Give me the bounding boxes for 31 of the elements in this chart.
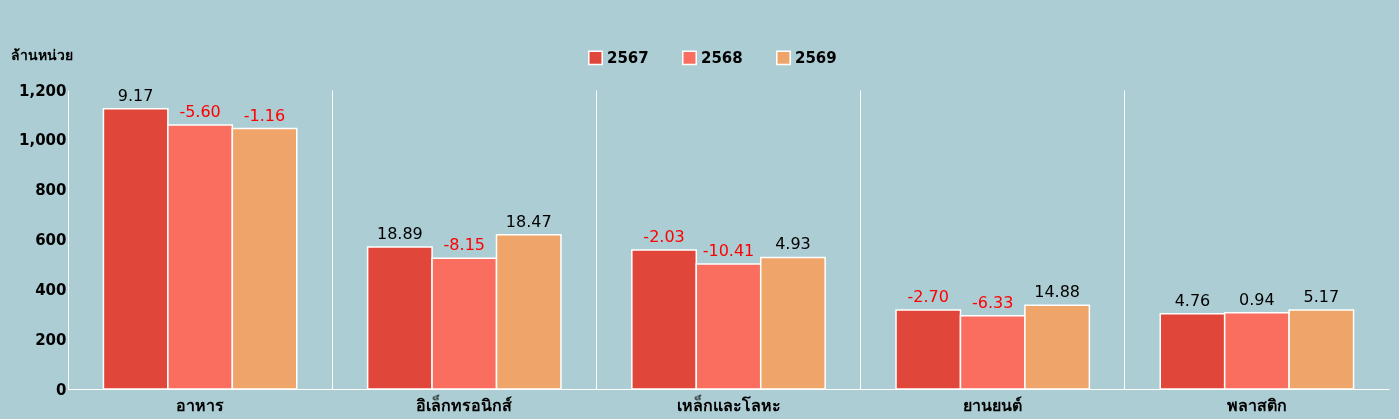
- x-tick-label: ยานยนต์: [963, 395, 1023, 415]
- y-axis-title: ล้านหน่วย: [10, 46, 73, 63]
- y-tick-label: 400: [35, 280, 67, 299]
- legend-label: 2567: [607, 48, 649, 67]
- x-tick-label: อิเล็กทรอนิกส์: [416, 393, 513, 415]
- y-tick-label: 1,000: [19, 131, 67, 150]
- annotation: 4.76: [1174, 290, 1211, 310]
- annotation: -2.70: [907, 287, 949, 307]
- annotation: -8.15: [443, 235, 485, 255]
- legend-label: 2568: [701, 48, 743, 67]
- y-tick-label: 800: [35, 181, 67, 200]
- y-tick-label: 1,200: [19, 81, 67, 100]
- annotation: 18.89: [376, 223, 423, 243]
- annotation: 4.93: [775, 234, 811, 254]
- y-tick-label: 0: [56, 380, 67, 399]
- annotation: -1.16: [243, 105, 286, 125]
- y-tick-label: 600: [35, 231, 67, 249]
- annotation: 5.17: [1303, 287, 1340, 307]
- y-tick-label: 200: [35, 330, 67, 349]
- annotation: 14.88: [1034, 282, 1081, 302]
- annotation: -2.03: [643, 226, 685, 246]
- legend-label: 2569: [795, 48, 837, 67]
- annotation: 18.47: [505, 211, 552, 231]
- annotation: 0.94: [1239, 289, 1275, 309]
- annotation: -6.33: [972, 292, 1014, 312]
- annotation: -5.60: [179, 101, 221, 121]
- annotation: -10.41: [702, 240, 755, 260]
- x-tick-label: พลาสติก: [1226, 395, 1287, 415]
- annotation: 9.17: [117, 85, 154, 105]
- x-tick-label: อาหาร: [176, 395, 225, 415]
- x-tick-label: เหล็กและโลหะ: [676, 393, 781, 415]
